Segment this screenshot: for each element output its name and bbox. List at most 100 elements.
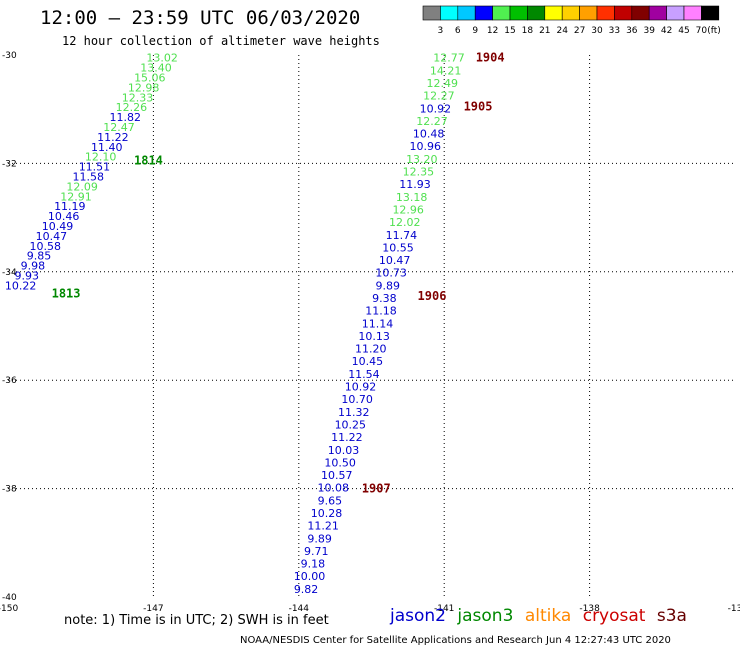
swh-value-label: 11.74 <box>386 229 418 242</box>
scale-label: 39 <box>643 26 655 36</box>
swh-value-label: 11.82 <box>109 111 141 124</box>
swh-value-label: 11.18 <box>365 305 397 318</box>
swh-value-label: 11.22 <box>331 431 363 444</box>
legend-jason3: jason3 <box>457 606 514 626</box>
swh-value-label: 13.40 <box>140 62 172 75</box>
x-tick-label: -13 <box>728 604 740 614</box>
swh-value-label: 11.93 <box>399 178 431 191</box>
swh-value-label: 9.38 <box>372 292 397 305</box>
swh-value-label: 12.26 <box>116 101 148 114</box>
swh-value-label: 9.98 <box>21 260 46 273</box>
scale-label: 18 <box>522 26 534 36</box>
swh-value-label: 10.00 <box>294 570 326 583</box>
swh-value-label: 11.51 <box>79 161 111 174</box>
scale-label: 3 <box>438 26 444 36</box>
swh-value-label: 11.21 <box>307 520 339 533</box>
swh-value-label: 12.35 <box>403 166 435 179</box>
swh-value-label: 9.18 <box>301 558 326 571</box>
y-tick-label: -40 <box>2 593 17 603</box>
swh-value-label: 12.91 <box>60 190 92 203</box>
track-time-label: 1907 <box>362 482 391 496</box>
scale-label: 24 <box>556 26 568 36</box>
scale-label: 45 <box>678 26 689 36</box>
swh-value-label: 11.54 <box>348 368 380 381</box>
swh-value-label: 10.47 <box>379 254 411 267</box>
scale-label: 33 <box>609 26 620 36</box>
track-time-label: 1905 <box>464 99 493 113</box>
swh-value-label: 10.48 <box>413 128 445 141</box>
swh-value-label: 10.57 <box>321 469 353 482</box>
swh-value-label: 11.40 <box>91 141 123 154</box>
legend-cryosat: cryosat <box>582 606 646 626</box>
scale-label: 70 <box>696 26 708 36</box>
swh-value-label: 10.70 <box>341 393 373 406</box>
swh-value-label: 11.58 <box>73 170 105 183</box>
swh-value-label: 10.45 <box>352 355 384 368</box>
scale-label: 27 <box>574 26 585 36</box>
swh-value-label: 13.20 <box>406 153 438 166</box>
swh-value-label: 11.22 <box>97 131 129 144</box>
swh-value-label: 12.27 <box>416 115 448 128</box>
swh-value-label: 13.18 <box>396 191 428 204</box>
swh-value-label: 12.33 <box>122 91 154 104</box>
x-tick-label: -147 <box>143 604 163 614</box>
swh-value-label: 12.47 <box>103 121 135 134</box>
swh-value-label: 10.50 <box>324 456 356 469</box>
chart-title: 12:00 – 23:59 UTC 06/03/2020 <box>40 7 361 29</box>
swh-value-label: 10.25 <box>335 418 367 431</box>
swh-value-label: 10.08 <box>318 482 350 495</box>
scale-label: 36 <box>626 26 638 36</box>
legend-jason2: jason2 <box>390 606 446 626</box>
swh-value-label: 9.65 <box>318 494 343 507</box>
track-time-label: 1906 <box>418 289 447 303</box>
swh-value-label: 10.58 <box>29 240 61 253</box>
swh-value-label: 12.10 <box>85 151 117 164</box>
swh-value-label: 10.49 <box>42 220 74 233</box>
scale-label: 12 <box>487 26 498 36</box>
swh-value-label: 10.22 <box>5 279 37 292</box>
swh-value-label: 13.02 <box>146 52 178 65</box>
y-tick-label: -38 <box>2 485 17 495</box>
swh-value-label: 15.06 <box>134 72 166 85</box>
scale-label: 21 <box>539 26 550 36</box>
swh-value-label: 9.71 <box>304 545 329 558</box>
color-scale: 3 6 9 12 15 18 21 24 27 30 33 36 39 42 45 70 (ft) <box>422 5 721 36</box>
x-tick-label: -141 <box>434 604 454 614</box>
swh-value-label: 10.47 <box>36 230 68 243</box>
swh-value-label: 11.20 <box>355 343 387 356</box>
legend-s3a: s3a <box>656 606 687 626</box>
footer-credit: NOAA/NESDIS Center for Satellite Applica… <box>240 635 671 646</box>
swh-value-label: 12.09 <box>66 180 98 193</box>
swh-value-label: 10.96 <box>409 140 441 153</box>
swh-value-label: 12.49 <box>426 77 458 90</box>
y-tick-label: -34 <box>2 268 17 278</box>
swh-value-label: 10.28 <box>311 507 343 520</box>
x-tick-label: -144 <box>289 604 310 614</box>
swh-value-label: 10.13 <box>358 330 390 343</box>
swh-value-label: 10.73 <box>375 267 407 280</box>
track-time-label: 1813 <box>52 286 81 300</box>
swh-value-label: 9.85 <box>27 250 52 263</box>
scale-label: 9 <box>472 26 478 36</box>
scale-label: 30 <box>591 26 603 36</box>
satellite-legend: jason2 jason3 altika cryosat s3a <box>390 606 693 626</box>
x-tick-label: -138 <box>579 604 600 614</box>
swh-value-label: 10.03 <box>328 444 360 457</box>
swh-value-label: 11.19 <box>54 200 86 213</box>
y-tick-label: -32 <box>2 159 17 169</box>
swh-value-label: 12.27 <box>423 90 455 103</box>
swh-value-label: 11.14 <box>362 317 394 330</box>
scale-label: 6 <box>455 26 461 36</box>
swh-value-label: 12.98 <box>128 81 160 94</box>
swh-value-label: 12.02 <box>389 216 421 229</box>
swh-value-label: 10.46 <box>48 210 80 223</box>
swh-value-label: 9.89 <box>376 279 401 292</box>
scale-label: 15 <box>504 26 515 36</box>
scale-unit: (ft) <box>707 26 721 36</box>
track-time-label: 1904 <box>476 51 505 65</box>
swh-value-label: 10.92 <box>345 381 377 394</box>
swh-value-label: 11.32 <box>338 406 370 419</box>
swh-value-label: 12.96 <box>392 203 424 216</box>
track-time-label: 1814 <box>134 154 163 168</box>
